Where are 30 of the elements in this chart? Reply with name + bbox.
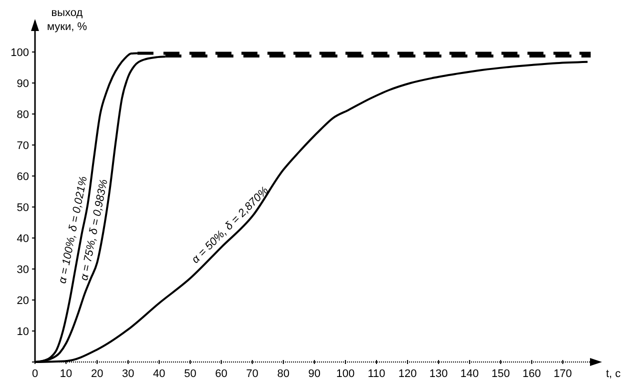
y-tick-label: 60	[16, 171, 29, 183]
x-tick-label: 110	[368, 368, 386, 380]
x-tick-label: 160	[522, 368, 541, 380]
y-tick-label: 10	[16, 326, 29, 338]
y-tick-label: 20	[16, 295, 29, 307]
x-tick-label: 50	[184, 368, 196, 380]
x-tick-label: 90	[308, 368, 321, 380]
x-tick-label: 80	[277, 368, 290, 380]
y-tick-label: 40	[16, 233, 29, 245]
y-tick-label: 70	[16, 140, 29, 152]
y-tick-label: 30	[16, 264, 29, 276]
x-tick-label: 10	[60, 368, 72, 380]
x-tick-label: 140	[460, 368, 479, 380]
x-axis-title: t, c	[606, 368, 622, 380]
x-tick-label: 150	[491, 368, 510, 380]
x-tick-label: 70	[246, 368, 258, 380]
y-tick-label: 50	[16, 202, 29, 214]
x-tick-label: 30	[122, 368, 134, 380]
x-tick-label: 100	[336, 368, 355, 380]
y-axis-title: выход муки, %	[46, 7, 88, 33]
x-tick-label: 0	[32, 368, 38, 380]
y-tick-label: 100	[10, 47, 29, 59]
x-tick-label: 120	[398, 368, 417, 380]
x-tick-label: 170	[554, 368, 572, 380]
x-tick-label: 40	[153, 368, 166, 380]
x-tick-label: 20	[90, 368, 104, 380]
x-tick-label: 130	[429, 368, 448, 380]
y-tick-label: 80	[16, 109, 29, 121]
x-tick-label: 60	[215, 368, 228, 380]
y-tick-label: 90	[16, 78, 29, 90]
